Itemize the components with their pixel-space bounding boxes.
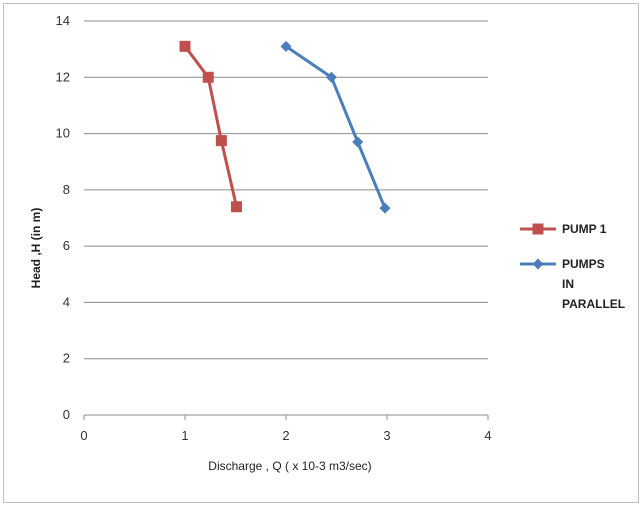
legend: PUMP 1 PUMPS IN PARALLEL (520, 222, 625, 311)
axes (83, 414, 489, 420)
x-axis-label: Discharge , Q ( x 10-3 m3/sec) (208, 459, 371, 473)
legend-marker-2 (532, 258, 544, 270)
y-tick-label: 4 (63, 294, 70, 309)
series-1-point (179, 40, 191, 52)
gridlines (84, 20, 488, 360)
x-tick-label: 3 (383, 428, 390, 443)
series-2-point (325, 71, 337, 83)
y-tick-labels: 0 2 4 6 8 10 12 14 (56, 13, 70, 422)
series-1-point (215, 135, 227, 147)
y-tick-label: 2 (63, 351, 70, 366)
y-axis-label: Head ,H (in m) (29, 208, 43, 289)
legend-label-2: PARALLEL (562, 297, 625, 311)
x-tick-label: 2 (282, 428, 289, 443)
series-1-point (231, 201, 243, 213)
legend-label-1: PUMP 1 (562, 222, 607, 236)
legend-label-2: PUMPS (562, 257, 605, 271)
series-group (179, 40, 391, 214)
y-tick-label: 10 (56, 126, 70, 141)
series-2-point (352, 136, 364, 148)
series-2-point (280, 40, 292, 52)
y-tick-label: 8 (63, 182, 70, 197)
series-line-1 (183, 45, 238, 208)
y-tick-label: 12 (56, 69, 70, 84)
x-tick-label: 1 (181, 428, 188, 443)
legend-label-2: IN (562, 277, 574, 291)
x-tick-labels: 0 1 2 3 4 (80, 428, 491, 443)
legend-marker-1 (532, 223, 544, 235)
y-tick-label: 6 (63, 238, 70, 253)
series-line-2 (285, 45, 387, 209)
y-tick-label: 0 (63, 407, 70, 422)
x-tick-label: 4 (484, 428, 491, 443)
y-tick-label: 14 (56, 13, 70, 28)
x-tick-label: 0 (80, 428, 87, 443)
chart-frame (3, 3, 639, 503)
series-2-point (379, 202, 391, 214)
series-1-point (202, 71, 214, 83)
